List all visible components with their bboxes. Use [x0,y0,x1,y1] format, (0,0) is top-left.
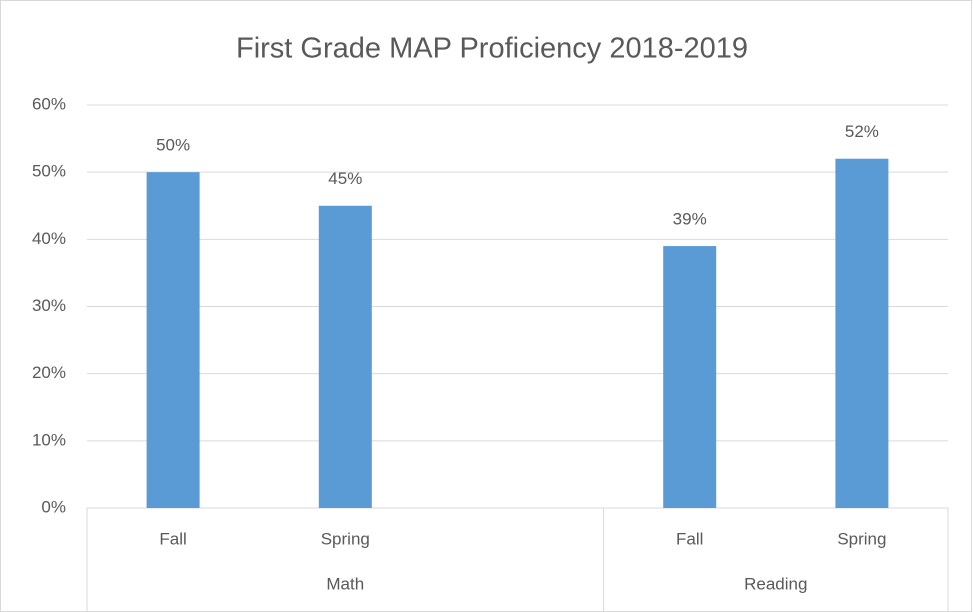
data-label: 39% [673,210,707,229]
data-label: 52% [845,122,879,141]
chart-title: First Grade MAP Proficiency 2018-2019 [236,33,748,65]
bar [835,158,889,508]
bar [663,246,717,509]
y-tick-label: 0% [41,497,66,516]
x-tick-label: Spring [837,529,886,548]
y-tick-label: 10% [32,430,66,449]
x-tick-label: Fall [159,529,186,548]
bar [318,205,372,508]
y-tick-label: 50% [32,162,66,181]
bar [146,172,200,508]
x-tick-label: Spring [321,529,370,548]
x-tick-label: Fall [676,529,703,548]
data-label: 45% [328,169,362,188]
y-tick-label: 20% [32,363,66,382]
y-tick-label: 30% [32,296,66,315]
group-label: Math [326,574,364,593]
y-tick-label: 40% [32,229,66,248]
group-label: Reading [744,574,807,593]
data-label: 50% [156,136,190,155]
y-tick-label: 60% [32,94,66,113]
